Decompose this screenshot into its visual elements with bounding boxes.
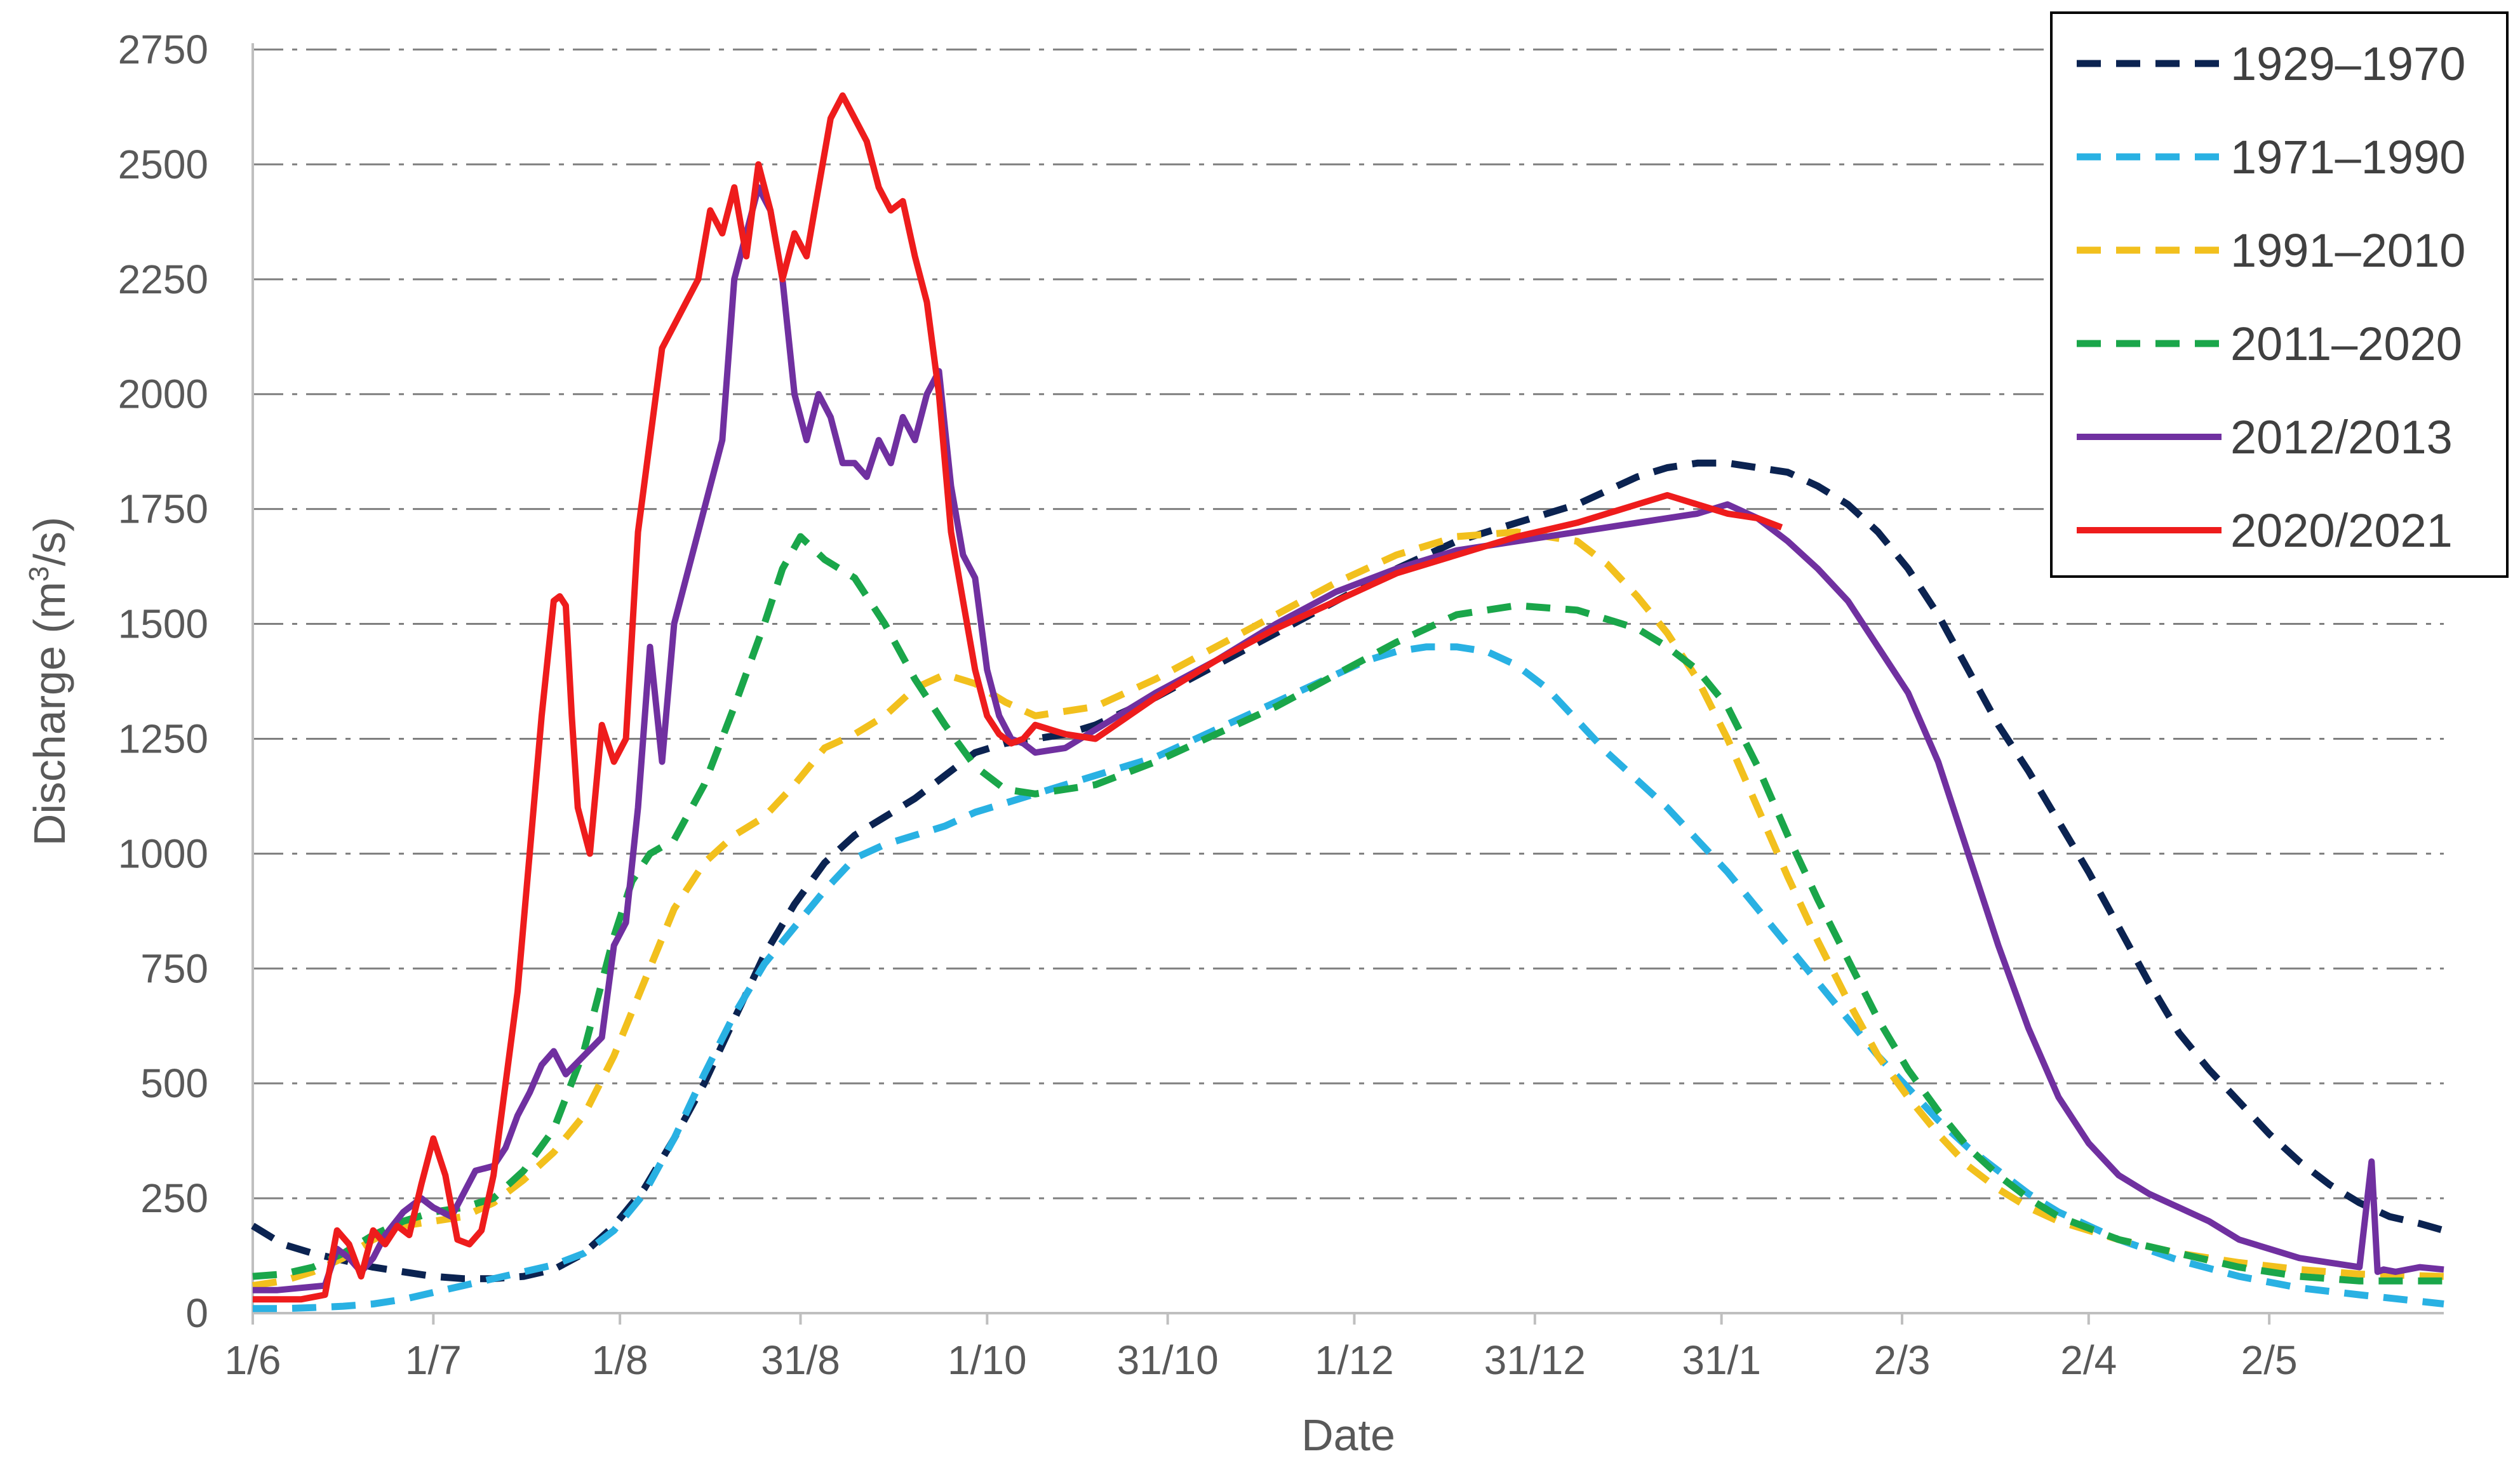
y-tick-label: 1500 — [118, 601, 208, 647]
x-tick-label: 2/5 — [2241, 1337, 2298, 1383]
series-line-4 — [253, 184, 2444, 1293]
y-tick-label: 1000 — [118, 831, 208, 876]
x-tick-label: 1/12 — [1315, 1337, 1394, 1383]
y-axis-title: Discharge (m3/s) — [23, 517, 74, 846]
y-tick-labels: 0 250 500 750 1000 1250 1500 1750 2000 2250 2500 27… — [118, 27, 208, 1336]
x-tick-label: 1/6 — [225, 1337, 281, 1383]
y-tick-label: 2750 — [118, 27, 208, 72]
series-lines — [251, 92, 2445, 1313]
legend: 1929–1970 1971–1990 1991–2010 2011–2020 2012… — [2050, 11, 2509, 578]
y-tick-label: 2000 — [118, 371, 208, 417]
legend-box — [2050, 11, 2509, 578]
y-tick-label: 500 — [140, 1060, 208, 1106]
series-line-1 — [253, 643, 2444, 1313]
y-tick-label: 2250 — [118, 257, 208, 302]
y-axis-title-superscript: 3 — [23, 566, 55, 582]
x-tick-label: 31/10 — [1117, 1337, 1219, 1383]
y-tick-label: 250 — [140, 1175, 208, 1221]
x-tick-label: 31/1 — [1682, 1337, 1761, 1383]
series-line-5 — [253, 92, 1783, 1303]
legend-label: 1929–1970 — [2230, 37, 2465, 90]
axes — [251, 43, 2444, 1325]
x-tick-label: 1/8 — [592, 1337, 648, 1383]
legend-label: 1991–2010 — [2230, 224, 2465, 277]
x-axis-title: Date — [1301, 1410, 1395, 1460]
y-tick-label: 0 — [185, 1290, 208, 1336]
y-axis-title-unit-tail: /s) — [25, 517, 74, 566]
x-tick-label: 1/10 — [948, 1337, 1027, 1383]
x-tick-labels: 1/6 1/7 1/8 31/8 1/10 31/10 1/12 31/12 31/1 2/3 2/… — [225, 1337, 2298, 1383]
x-tick-label: 2/3 — [1873, 1337, 1930, 1383]
x-tick-label: 1/7 — [405, 1337, 462, 1383]
x-tick-label: 31/8 — [761, 1337, 840, 1383]
series-line-2 — [252, 528, 2444, 1290]
legend-label: 2011–2020 — [2230, 317, 2462, 370]
y-tick-label: 2500 — [118, 142, 208, 187]
legend-label: 2012/2013 — [2230, 411, 2453, 464]
y-tick-label: 750 — [140, 945, 208, 991]
legend-label: 1971–1990 — [2230, 131, 2465, 184]
legend-label: 2020/2021 — [2230, 504, 2453, 557]
y-tick-label: 1750 — [118, 486, 208, 532]
x-tick-label: 2/4 — [2060, 1337, 2117, 1383]
y-axis-title-main: Discharge (m — [25, 582, 74, 846]
y-tick-label: 1250 — [118, 716, 208, 761]
x-tick-label: 31/12 — [1484, 1337, 1586, 1383]
